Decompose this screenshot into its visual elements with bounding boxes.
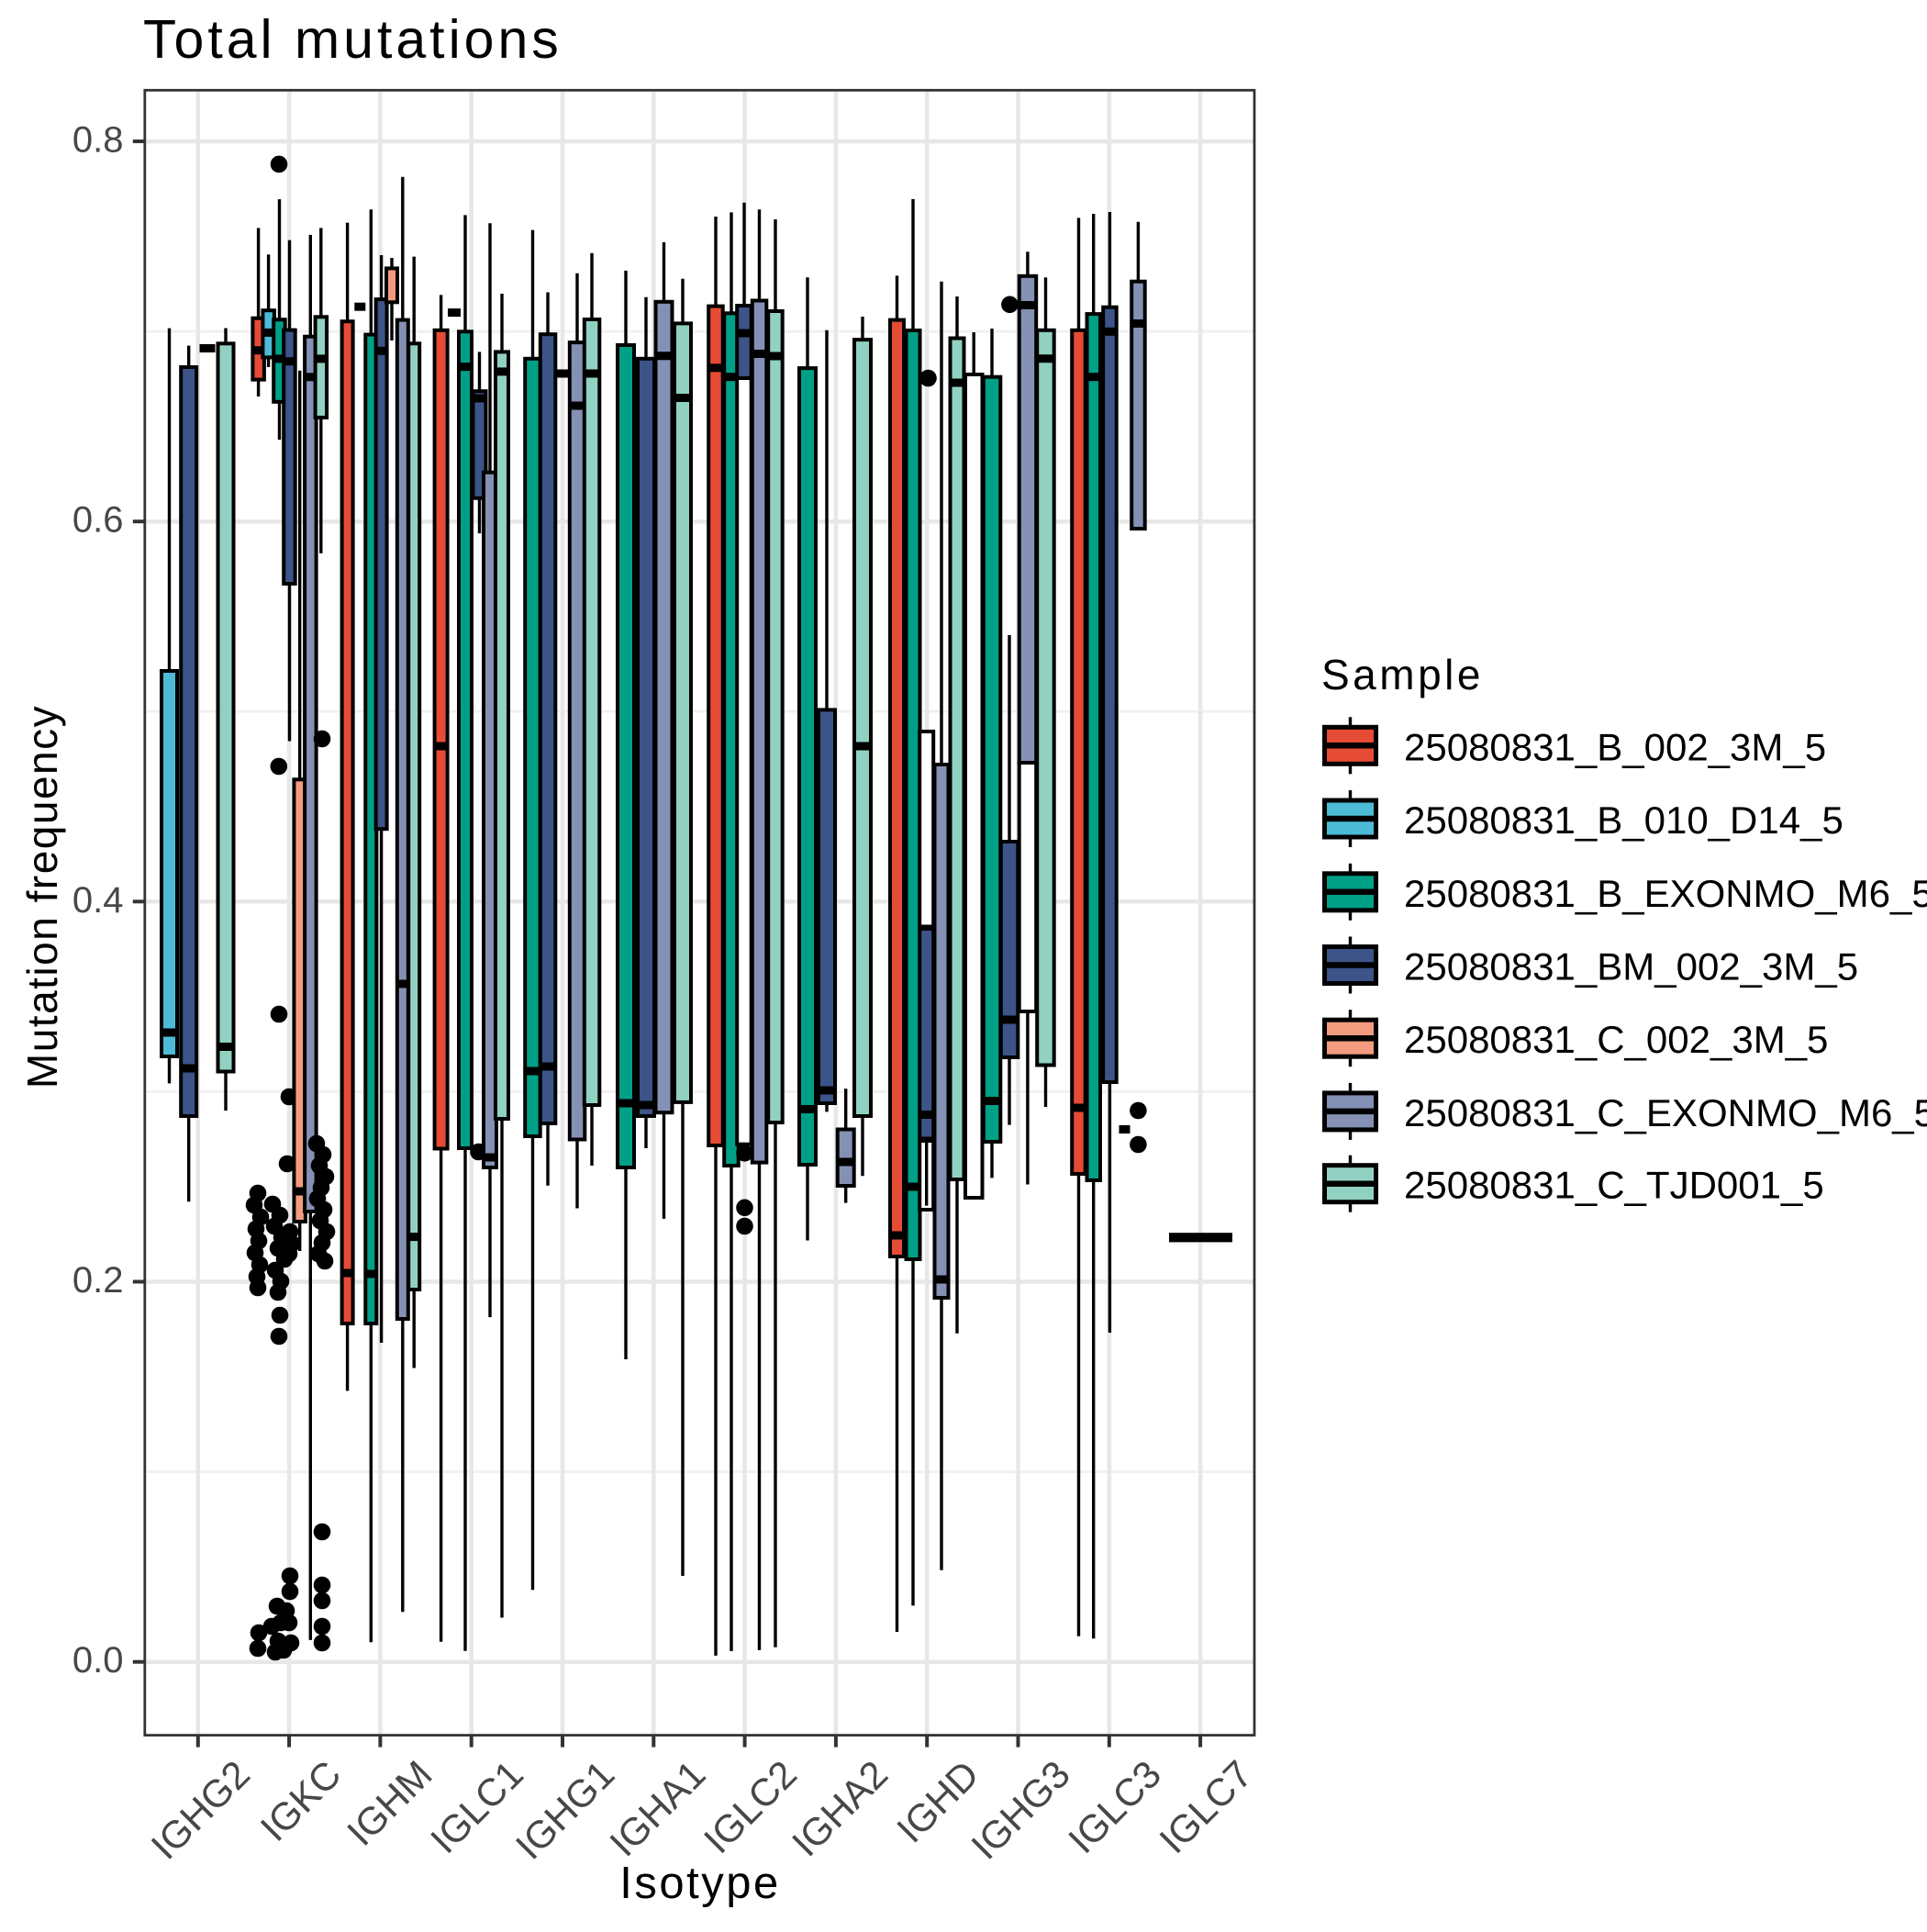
svg-text:25080831_B_EXONMO_M6_5: 25080831_B_EXONMO_M6_5 xyxy=(1404,872,1927,915)
svg-text:25080831_C_TJD001_5: 25080831_C_TJD001_5 xyxy=(1404,1164,1824,1207)
svg-text:Total mutations: Total mutations xyxy=(143,9,563,70)
svg-text:Sample: Sample xyxy=(1321,651,1484,698)
svg-text:Isotype: Isotype xyxy=(619,1859,780,1908)
svg-text:25080831_C_002_3M_5: 25080831_C_002_3M_5 xyxy=(1404,1018,1828,1061)
svg-text:0.2: 0.2 xyxy=(72,1260,124,1301)
svg-text:25080831_B_002_3M_5: 25080831_B_002_3M_5 xyxy=(1404,725,1826,768)
svg-text:0.8: 0.8 xyxy=(72,120,124,161)
svg-text:25080831_B_010_D14_5: 25080831_B_010_D14_5 xyxy=(1404,798,1843,842)
svg-text:0.4: 0.4 xyxy=(72,880,124,921)
svg-text:0.6: 0.6 xyxy=(72,500,124,541)
svg-text:25080831_BM_002_3M_5: 25080831_BM_002_3M_5 xyxy=(1404,945,1858,988)
svg-text:25080831_C_EXONMO_M6_5: 25080831_C_EXONMO_M6_5 xyxy=(1404,1091,1927,1134)
svg-text:0.0: 0.0 xyxy=(72,1640,124,1681)
svg-text:Mutation frequency: Mutation frequency xyxy=(18,705,66,1089)
